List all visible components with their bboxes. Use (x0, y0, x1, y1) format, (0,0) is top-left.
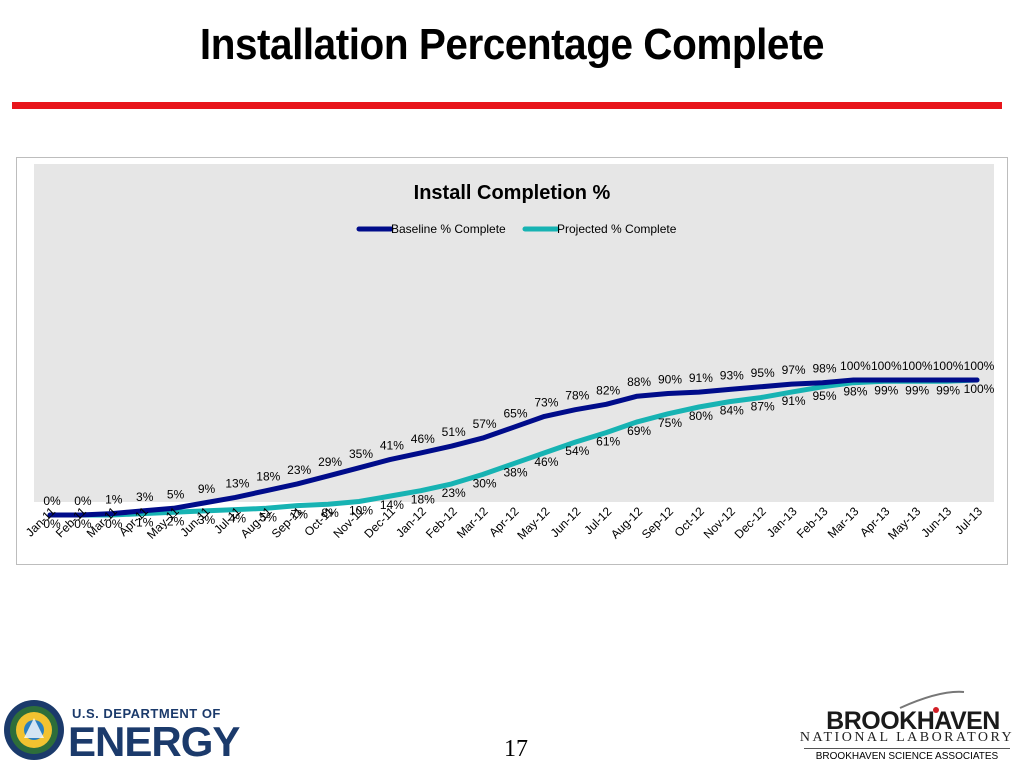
x-tick-label: Feb-12 (423, 504, 460, 541)
data-label-projected: 69% (627, 424, 651, 438)
data-label-baseline: 1% (105, 493, 123, 507)
data-label-projected: 84% (720, 404, 744, 418)
data-label-baseline: 100% (840, 359, 871, 373)
data-label-baseline: 9% (198, 482, 216, 496)
data-label-projected: 95% (812, 389, 836, 403)
data-label-projected: 99% (936, 383, 960, 397)
data-label-projected: 99% (905, 383, 929, 397)
data-label-projected: 5% (260, 510, 278, 524)
data-label-projected: 23% (442, 486, 466, 500)
data-label-baseline: 51% (442, 425, 466, 439)
plot-area (34, 164, 994, 502)
series-line-baseline (47, 377, 980, 518)
data-label-baseline: 100% (933, 359, 964, 373)
x-tick-label: Oct-12 (672, 504, 708, 540)
data-label-baseline: 3% (136, 490, 154, 504)
data-label-projected: 10% (349, 504, 373, 518)
title-rule (12, 102, 1002, 109)
slide-title: Installation Percentage Complete (199, 20, 825, 69)
data-label-projected: 3% (198, 513, 216, 527)
data-label-baseline: 100% (871, 359, 902, 373)
data-label-projected: 91% (782, 394, 806, 408)
data-label-baseline: 90% (658, 373, 682, 387)
data-label-baseline: 100% (964, 359, 995, 373)
data-label-projected: 0% (43, 517, 61, 531)
data-label-baseline: 35% (349, 447, 373, 461)
data-label-projected: 1% (136, 516, 154, 530)
x-tick-label: Sep-12 (639, 504, 676, 541)
data-label-baseline: 13% (225, 476, 249, 490)
data-label-baseline: 29% (318, 455, 342, 469)
page-number: 17 (504, 736, 528, 762)
data-label-baseline: 23% (287, 463, 311, 477)
data-label-projected: 14% (380, 498, 404, 512)
data-label-baseline: 95% (751, 366, 775, 380)
data-label-baseline: 82% (596, 383, 620, 397)
data-label-projected: 99% (874, 383, 898, 397)
data-label-baseline: 65% (503, 406, 527, 420)
x-tick-label: Dec-12 (732, 504, 769, 541)
data-label-projected: 38% (503, 466, 527, 480)
data-label-baseline: 41% (380, 439, 404, 453)
data-label-baseline: 0% (74, 494, 92, 508)
data-label-baseline: 73% (534, 395, 558, 409)
x-tick-label: Jan-13 (764, 504, 800, 540)
data-label-projected: 18% (411, 493, 435, 507)
data-label-baseline: 97% (782, 363, 806, 377)
chart-frame: Install Completion % Baseline % Complete P… (16, 157, 1008, 565)
legend-label-projected: Projected % Complete (557, 222, 677, 236)
doe-line2: ENERGY (68, 718, 240, 765)
bnl-name: BROOKHAVEN (826, 707, 1000, 735)
doe-line1: U.S. DEPARTMENT OF (72, 706, 221, 721)
data-label-projected: 75% (658, 416, 682, 430)
x-tick-label: Jun-13 (918, 504, 954, 540)
data-label-projected: 100% (964, 382, 995, 396)
data-label-baseline: 91% (689, 371, 713, 385)
legend-label-baseline: Baseline % Complete (391, 222, 506, 236)
doe-seal-icon (4, 700, 64, 760)
data-label-projected: 80% (689, 409, 713, 423)
data-label-baseline: 46% (411, 432, 435, 446)
data-label-projected: 0% (74, 517, 92, 531)
data-label-baseline: 57% (473, 417, 497, 431)
x-tick-label: Feb-13 (794, 504, 831, 541)
data-label-baseline: 98% (812, 362, 836, 376)
data-label-projected: 4% (229, 512, 247, 526)
data-label-projected: 7% (291, 508, 309, 522)
bnl-swoosh-icon (899, 690, 965, 713)
data-label-baseline: 78% (565, 389, 589, 403)
data-label-baseline: 93% (720, 368, 744, 382)
x-tick-label: May-13 (885, 504, 923, 542)
x-tick-label: Jun-12 (548, 504, 584, 540)
data-label-projected: 98% (843, 385, 867, 399)
data-label-baseline: 0% (43, 494, 61, 508)
chart-title: Install Completion % (414, 182, 611, 204)
x-tick-label: Mar-12 (454, 504, 491, 541)
x-tick-label: Mar-13 (825, 504, 862, 541)
data-label-baseline: 100% (902, 359, 933, 373)
bnl-associates: BROOKHAVEN SCIENCE ASSOCIATES (804, 748, 1010, 762)
data-label-projected: 87% (751, 400, 775, 414)
data-label-baseline: 18% (256, 470, 280, 484)
data-label-projected: 30% (473, 477, 497, 491)
bnl-logo: BROOKHAVEN NATIONAL LABORATORY BROOKHAVE… (790, 688, 1020, 766)
data-label-projected: 46% (534, 455, 558, 469)
x-tick-label: Nov-12 (701, 504, 738, 541)
line-chart: Install Completion % Baseline % Complete P… (23, 164, 995, 542)
data-label-projected: 61% (596, 435, 620, 449)
series-line-projected (47, 377, 980, 518)
doe-logo: U.S. DEPARTMENT OF ENERGY (2, 698, 262, 765)
data-label-projected: 54% (565, 444, 589, 458)
data-label-baseline: 88% (627, 375, 651, 389)
data-label-baseline: 5% (167, 487, 185, 501)
data-label-projected: 2% (167, 514, 185, 528)
x-tick-label: Jul-13 (952, 504, 985, 537)
x-tick-label: Aug-12 (608, 504, 645, 541)
data-label-projected: 0% (105, 517, 123, 531)
bnl-subtitle: NATIONAL LABORATORY (799, 730, 1015, 745)
data-label-projected: 8% (321, 506, 339, 520)
x-tick-label: May-12 (514, 504, 552, 542)
